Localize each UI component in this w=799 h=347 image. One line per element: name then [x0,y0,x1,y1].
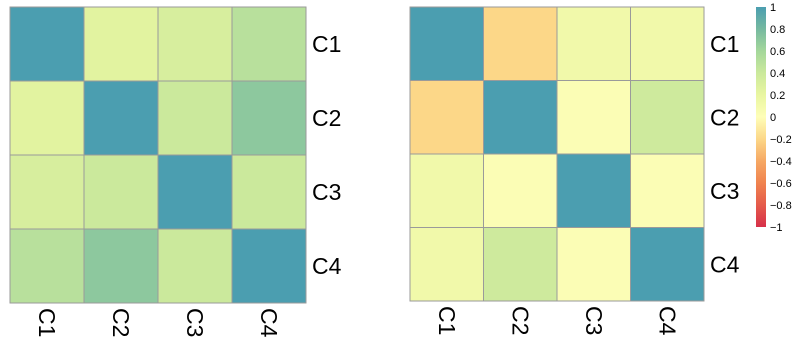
legend-tick-label: −0.8 [770,200,792,212]
color-legend: 1 0.8 0.6 0.4 0.2 0 −0.2 −0.4 −0.6 −0.8 −1 [756,2,792,234]
heatmap-cell-c3-c1 [409,153,484,228]
heatmap-cell-c1-c2 [83,6,159,82]
heatmap-cell-c4-c3 [556,227,631,302]
heatmap-cell-c2-c2 [483,80,558,155]
heatmap-cell-c4-c1 [9,228,85,304]
heatmap-panel-1: C1 C2 C3 C4 C1 C2 C3 C4 [9,6,342,338]
heatmap-cell-c3-c3 [157,154,233,230]
column-label-c4: C4 [654,306,680,336]
column-label-c1: C1 [34,308,60,337]
heatmap-cell-c2-c4 [630,80,705,155]
heatmap-cell-c4-c4 [630,227,705,302]
legend-tick-label: 0.2 [770,90,785,102]
column-label-c2: C2 [108,308,134,337]
heatmap-cell-c3-c3 [556,153,631,228]
row-label-c1: C1 [312,31,341,57]
legend-tick-label: 1 [770,2,776,14]
heatmap-cell-c1-c4 [231,6,307,82]
legend-color-bar [756,7,766,227]
row-label-c2: C2 [710,104,739,130]
heatmap-cell-c2-c1 [409,80,484,155]
heatmap-cell-c1-c4 [630,6,705,81]
legend-tick-label: 0.6 [770,46,785,58]
legend-tick-label: −0.4 [770,156,792,168]
legend-tick-label: −0.2 [770,134,792,146]
heatmap-cell-c3-c1 [9,154,85,230]
heatmap-cell-c4-c1 [409,227,484,302]
heatmap-cell-c3-c2 [483,153,558,228]
heatmap-cell-c4-c2 [483,227,558,302]
row-label-c3: C3 [312,179,341,205]
column-label-c3: C3 [581,306,607,335]
column-label-c1: C1 [434,306,460,335]
row-label-c4: C4 [312,253,342,279]
legend-tick-label: −1 [770,222,783,234]
heatmap-panel-2: C1 C2 C3 C4 C1 C2 C3 C4 [409,6,740,336]
row-label-c3: C3 [710,178,739,204]
heatmap-cell-c4-c3 [157,228,233,304]
legend-tick-label: 0.8 [770,24,785,36]
heatmap-cell-c4-c4 [231,228,307,304]
heatmap-cell-c1-c1 [409,6,484,81]
row-label-c1: C1 [710,31,739,57]
column-label-c4: C4 [256,308,282,338]
legend-tick-label: 0 [770,112,776,124]
heatmap-cell-c1-c2 [483,6,558,81]
heatmap-cell-c2-c3 [157,80,233,156]
heatmap-cell-c1-c1 [9,6,85,82]
column-label-c2: C2 [507,306,533,335]
heatmap-cell-c2-c4 [231,80,307,156]
legend-tick-label: 0.4 [770,68,785,80]
heatmap-cell-c2-c1 [9,80,85,156]
heatmap-cell-c1-c3 [556,6,631,81]
heatmap-cell-c3-c2 [83,154,159,230]
row-label-c2: C2 [312,105,341,131]
legend-tick-label: −0.6 [770,178,792,190]
heatmap-cell-c2-c2 [83,80,159,156]
heatmap-cell-c4-c2 [83,228,159,304]
heatmap-cell-c1-c3 [157,6,233,82]
heatmap-cell-c2-c3 [556,80,631,155]
heatmap-cell-c3-c4 [630,153,705,228]
column-label-c3: C3 [182,308,208,337]
heatmap-cell-c3-c4 [231,154,307,230]
row-label-c4: C4 [710,251,740,277]
